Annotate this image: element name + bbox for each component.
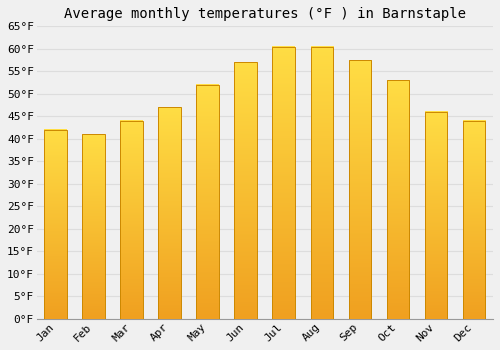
Bar bbox=[348, 60, 372, 319]
Bar bbox=[424, 112, 448, 319]
Bar bbox=[386, 80, 409, 319]
Bar bbox=[120, 121, 143, 319]
Bar bbox=[234, 62, 258, 319]
Bar bbox=[272, 47, 295, 319]
Bar bbox=[158, 107, 181, 319]
Bar bbox=[462, 121, 485, 319]
Bar bbox=[44, 130, 67, 319]
Bar bbox=[310, 47, 334, 319]
Bar bbox=[196, 85, 220, 319]
Title: Average monthly temperatures (°F ) in Barnstaple: Average monthly temperatures (°F ) in Ba… bbox=[64, 7, 466, 21]
Bar bbox=[82, 134, 105, 319]
